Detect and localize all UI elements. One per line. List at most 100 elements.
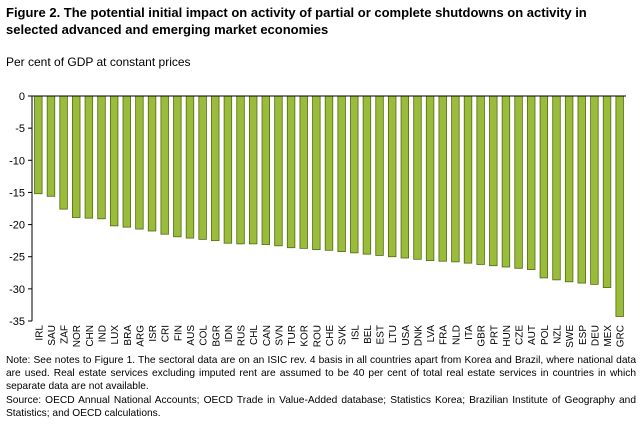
x-tick-label: COL bbox=[199, 325, 210, 346]
x-tick-label: CHN bbox=[85, 325, 96, 347]
bar-ltu bbox=[387, 95, 397, 258]
bar-esp bbox=[577, 95, 586, 284]
x-tick-label: MEX bbox=[603, 325, 614, 347]
x-tick-label: LUX bbox=[110, 325, 121, 345]
bar-gbr bbox=[476, 95, 485, 265]
x-tick-label: ZAF bbox=[60, 325, 71, 344]
bar-cze bbox=[514, 95, 523, 269]
bar-idn bbox=[223, 95, 233, 244]
x-tick-label: GBR bbox=[477, 325, 488, 347]
x-tick-label: TUR bbox=[287, 325, 298, 346]
bar-isr bbox=[147, 95, 157, 232]
x-tick-label: BEL bbox=[363, 325, 374, 344]
bar-aus bbox=[185, 95, 195, 239]
bar-che bbox=[324, 95, 334, 251]
bar-arg bbox=[135, 95, 144, 230]
x-tick-label: DNK bbox=[413, 325, 424, 346]
y-tick-label: -25 bbox=[9, 252, 25, 264]
x-tick-label: LVA bbox=[426, 325, 437, 343]
x-tick-label: EST bbox=[376, 325, 387, 344]
bar-svk bbox=[337, 95, 346, 252]
y-tick-label: -35 bbox=[9, 316, 25, 328]
bar-nld bbox=[451, 95, 460, 263]
x-tick-label: IRL bbox=[34, 325, 45, 341]
bar-chn bbox=[84, 95, 94, 219]
note-text: Note: See notes to Figure 1. The sectora… bbox=[6, 355, 636, 393]
bar-pol bbox=[539, 95, 549, 279]
source-text: Source: OECD Annual National Accounts; O… bbox=[6, 394, 636, 419]
x-tick-label: CHE bbox=[325, 325, 336, 346]
x-tick-label: NZL bbox=[552, 325, 563, 344]
figure-notes: Note: See notes to Figure 1. The sectora… bbox=[6, 354, 636, 420]
x-tick-label: NLD bbox=[451, 325, 462, 345]
bar-can bbox=[261, 95, 270, 245]
y-tick-label: -20 bbox=[9, 220, 25, 232]
x-tick-label: LTU bbox=[388, 325, 399, 343]
bar-hun bbox=[501, 95, 511, 268]
x-tick-label: USA bbox=[401, 325, 412, 346]
bar-rus bbox=[236, 95, 245, 245]
x-tick-label: ISR bbox=[148, 325, 159, 342]
x-tick-label: RUS bbox=[237, 325, 248, 346]
bar-dnk bbox=[413, 95, 422, 260]
bar-grc bbox=[615, 95, 624, 317]
bar-ita bbox=[463, 95, 473, 264]
bar-cri bbox=[160, 95, 169, 235]
x-tick-label: FRA bbox=[439, 325, 450, 345]
bar-fra bbox=[438, 95, 447, 262]
bar-bgr bbox=[211, 95, 220, 242]
figure-title: Figure 2. The potential initial impact o… bbox=[6, 5, 587, 37]
x-tick-label: ITA bbox=[464, 325, 475, 340]
y-tick-label: -30 bbox=[9, 284, 25, 296]
x-tick-label: POL bbox=[540, 325, 551, 345]
y-tick-label: -15 bbox=[9, 187, 25, 199]
x-tick-label: FIN bbox=[173, 325, 184, 341]
bar-nor bbox=[72, 95, 81, 218]
x-tick-label: AUS bbox=[186, 325, 197, 346]
bar-lux bbox=[109, 95, 119, 227]
x-tick-label: CRI bbox=[161, 325, 172, 342]
y-tick-label: 0 bbox=[19, 91, 25, 103]
x-tick-label: IDN bbox=[224, 325, 235, 342]
x-tick-label: CZE bbox=[515, 325, 526, 345]
bar-chl bbox=[248, 95, 258, 245]
bar-isl bbox=[350, 95, 359, 254]
bar-bra bbox=[122, 95, 131, 228]
x-tick-label: NOR bbox=[72, 325, 83, 347]
x-tick-label: ROU bbox=[312, 325, 323, 347]
figure-subtitle: Per cent of GDP at constant prices bbox=[6, 55, 191, 69]
x-tick-label: GRC bbox=[616, 325, 627, 347]
x-tick-label: CHL bbox=[249, 325, 260, 345]
bar-prt bbox=[489, 95, 498, 267]
x-tick-label: BRA bbox=[123, 325, 134, 346]
bar-kor bbox=[299, 95, 308, 249]
x-tick-label: BGR bbox=[211, 325, 222, 347]
x-tick-label: CAN bbox=[262, 325, 273, 346]
x-tick-label: ESP bbox=[578, 325, 589, 345]
x-tick-label: IND bbox=[98, 325, 109, 342]
x-tick-label: DEU bbox=[590, 325, 601, 346]
bar-sau bbox=[46, 95, 56, 197]
bar-fin bbox=[173, 95, 182, 238]
bar-usa bbox=[400, 95, 410, 259]
bar-zaf bbox=[59, 95, 68, 210]
x-tick-label: SAU bbox=[47, 325, 58, 346]
x-tick-label: AUT bbox=[527, 325, 538, 345]
bar-rou bbox=[312, 95, 321, 251]
x-tick-label: KOR bbox=[300, 325, 311, 347]
bar-tur bbox=[286, 95, 296, 249]
bar-aut bbox=[527, 95, 536, 270]
x-tick-label: ARG bbox=[135, 325, 146, 347]
bar-svn bbox=[274, 95, 283, 247]
bar-mex bbox=[602, 95, 612, 288]
bar-irl bbox=[34, 95, 43, 195]
bar-swe bbox=[564, 95, 574, 283]
bar-bel bbox=[362, 95, 372, 255]
bar-est bbox=[375, 95, 384, 256]
bar-nzl bbox=[552, 95, 561, 281]
x-tick-label: SVN bbox=[274, 325, 285, 346]
y-tick-label: -10 bbox=[9, 155, 25, 167]
bar-lva bbox=[425, 95, 435, 261]
x-tick-label: ISL bbox=[350, 325, 361, 340]
bar-col bbox=[198, 95, 207, 240]
